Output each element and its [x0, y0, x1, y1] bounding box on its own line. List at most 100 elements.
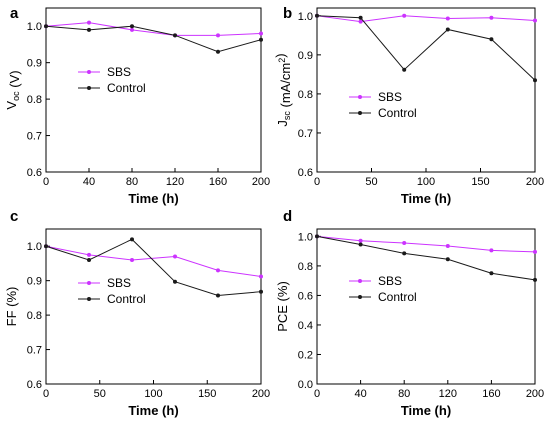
x-tick-label: 200 [252, 388, 270, 400]
legend-label-sbs: SBS [378, 90, 402, 104]
data-point-control [533, 78, 537, 83]
legend-label-control: Control [107, 81, 146, 95]
data-point-sbs [216, 33, 220, 38]
y-tick-label: 1.0 [298, 11, 313, 23]
panel-a: a 0 40 80 120 160 200 0.6 0.7 0.8 0.9 1.0 Time (h) Vo… [4, 5, 270, 206]
legend-marker-control [87, 297, 91, 301]
data-point-control [315, 234, 319, 239]
legend-label-control: Control [107, 292, 146, 306]
data-point-control [358, 15, 363, 20]
data-point-sbs [358, 238, 363, 243]
data-point-sbs [130, 27, 134, 32]
data-point-sbs [533, 18, 537, 23]
y-tick-label: 0.9 [27, 58, 42, 70]
data-point-control [445, 27, 450, 32]
legend-marker-control [358, 111, 362, 115]
series-line-sbs [45, 22, 262, 36]
x-tick-label: 120 [166, 176, 184, 188]
data-point-sbs [87, 252, 91, 257]
x-axis-title: Time (h) [401, 191, 451, 206]
legend-marker-sbs [358, 95, 362, 99]
legend-label-control: Control [378, 290, 417, 304]
data-point-sbs [259, 274, 263, 279]
x-tick-label: 100 [144, 388, 162, 400]
data-point-sbs [445, 16, 450, 21]
data-point-control [259, 37, 263, 42]
data-point-sbs [130, 258, 134, 262]
series-line-control [45, 238, 262, 296]
legend-marker-control [87, 86, 91, 90]
y-axis-title: Jsc (mA/cm2) [273, 53, 293, 126]
data-point-control [130, 24, 134, 29]
y-axis-title: FF (%) [4, 287, 19, 327]
panel-letter: c [10, 208, 18, 225]
y-tick-label: 0.8 [298, 261, 313, 273]
x-tick-label: 160 [209, 176, 227, 188]
panel-d: d 0 40 80 120 160 200 0.0 0.2 0.4 0.6 0.8 1.0 Time (h… [275, 208, 544, 418]
x-tick-label: 50 [365, 176, 377, 188]
x-tick-label: 200 [526, 176, 544, 188]
data-point-control [130, 237, 134, 242]
data-point-sbs [445, 243, 450, 248]
y-axis-title: PCE (%) [275, 281, 290, 332]
data-point-control [533, 277, 537, 282]
y-tick-label: 0.7 [298, 128, 313, 140]
x-axis-title: Time (h) [401, 403, 451, 418]
x-tick-label: 150 [198, 388, 216, 400]
data-point-sbs [402, 241, 407, 246]
x-tick-label: 40 [354, 388, 366, 400]
x-tick-label: 120 [439, 388, 457, 400]
data-point-control [402, 67, 407, 72]
x-tick-label: 100 [417, 176, 435, 188]
plot-frame [316, 7, 536, 173]
data-point-sbs [173, 254, 177, 259]
plot-frame [45, 7, 262, 173]
x-axis-title: Time (h) [128, 403, 178, 418]
panel-b: b 0 50 100 150 200 0.6 0.7 0.8 0.9 1.0 Time (h) Jsc … [273, 5, 544, 206]
data-point-control [173, 33, 177, 38]
data-point-control [216, 49, 220, 54]
x-tick-label: 0 [43, 388, 49, 400]
data-point-sbs [489, 15, 494, 20]
x-tick-label: 150 [471, 176, 489, 188]
y-tick-label: 0.8 [27, 310, 42, 322]
data-point-control [216, 293, 220, 298]
y-tick-label: 0.6 [298, 167, 313, 179]
y-tick-label: 0.8 [27, 94, 42, 106]
y-tick-label: 0.4 [298, 320, 313, 332]
legend-label-sbs: SBS [107, 65, 131, 79]
data-point-control [87, 27, 91, 32]
x-tick-label: 40 [83, 176, 95, 188]
x-axis-title: Time (h) [128, 191, 178, 206]
y-tick-label: 0.8 [298, 89, 313, 101]
data-point-control [87, 258, 91, 262]
series-line-control [316, 235, 536, 281]
plot-frame [316, 228, 536, 385]
data-point-control [315, 13, 319, 18]
data-point-sbs [216, 268, 220, 273]
x-tick-label: 0 [43, 176, 49, 188]
legend-label-sbs: SBS [107, 276, 131, 290]
x-tick-label: 160 [482, 388, 500, 400]
y-tick-label: 0.6 [27, 167, 42, 179]
y-tick-label: 0.6 [298, 290, 313, 302]
data-point-control [358, 242, 363, 247]
data-point-sbs [259, 31, 263, 36]
legend-marker-sbs [87, 70, 91, 74]
y-tick-label: 1.0 [298, 231, 313, 243]
data-point-sbs [402, 13, 407, 18]
panel-letter: d [283, 208, 292, 225]
panel-c: c 0 50 100 150 200 0.6 0.7 0.8 0.9 1.0 Time (h) FF (… [4, 208, 270, 418]
y-tick-label: 0.2 [298, 349, 313, 361]
data-point-control [44, 244, 48, 249]
series-line-sbs [45, 245, 262, 278]
y-tick-label: 0.9 [27, 276, 42, 288]
legend-marker-control [358, 295, 362, 299]
y-tick-label: 1.0 [27, 241, 42, 253]
data-point-sbs [87, 20, 91, 25]
x-tick-label: 50 [94, 388, 106, 400]
data-point-control [489, 37, 494, 42]
x-tick-label: 80 [126, 176, 138, 188]
y-tick-label: 0.9 [298, 50, 313, 62]
